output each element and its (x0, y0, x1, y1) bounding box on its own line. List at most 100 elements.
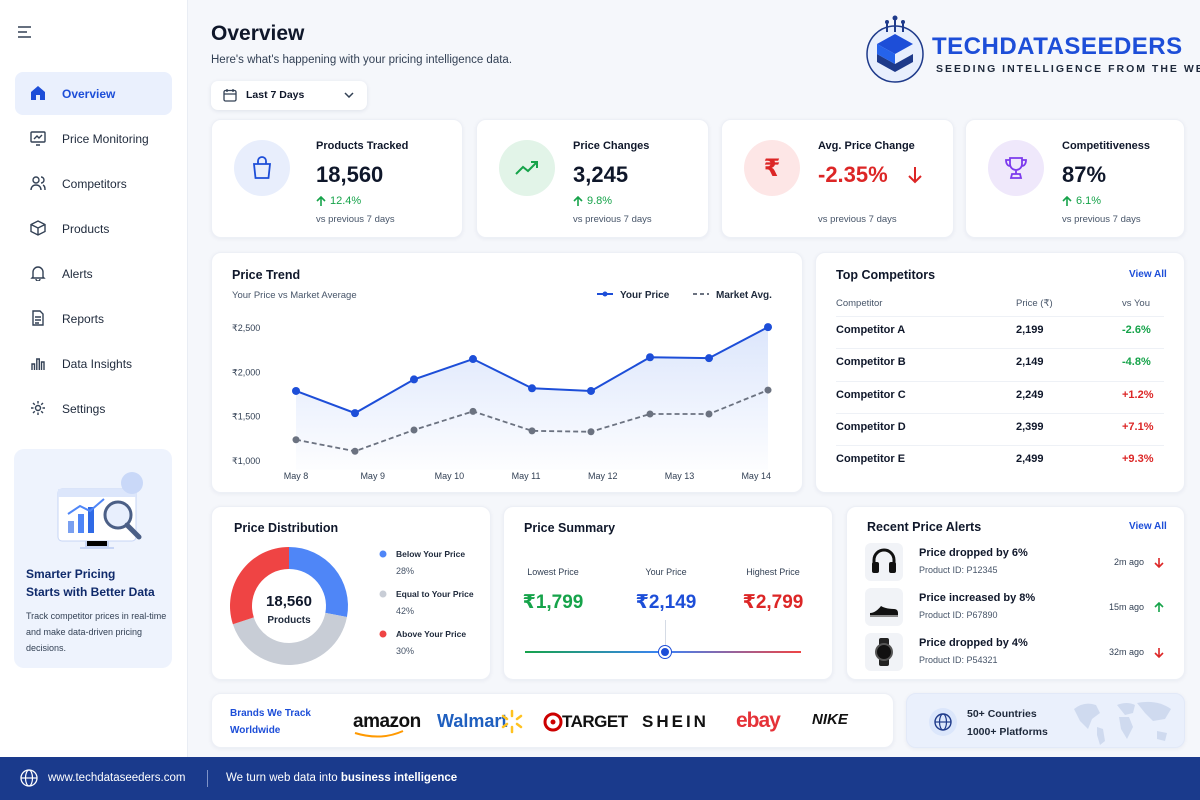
kpi-icon (988, 140, 1044, 196)
area (296, 327, 768, 470)
x-tick-label: May 8 (284, 471, 309, 481)
svg-text:₹: ₹ (764, 155, 781, 182)
kpi-value: 18,560 (316, 162, 384, 187)
donut-slice (289, 547, 348, 618)
point (646, 353, 654, 362)
point (292, 436, 300, 444)
point (410, 426, 418, 434)
y-tick-label: ₹1,000 (232, 456, 260, 466)
card-title: Top Competitors (836, 268, 936, 282)
summary-card: Price Summary Lowest Price ₹1,799 Your Pric… (503, 506, 833, 680)
kpi-note: vs previous 7 days (1062, 214, 1141, 225)
nav-label: Competitors (62, 176, 127, 191)
product-thumbnail (865, 543, 903, 581)
kpi-card: ₹ Avg. Price Change -2.35% vs previous 7 da… (721, 119, 954, 238)
summary-label: Your Price (645, 567, 687, 577)
date-range-dropdown[interactable]: Last 7 Days (211, 81, 367, 110)
brand-logo: SHEIN (642, 712, 709, 731)
footer-url[interactable]: www.techdataseeders.com (48, 772, 186, 784)
competitor-name: Competitor B (836, 356, 906, 369)
kpi-icon: ₹ (744, 140, 800, 196)
row-divider (836, 412, 1164, 414)
y-tick-label: ₹2,000 (232, 367, 260, 377)
point (410, 375, 418, 384)
footer-globe (20, 769, 38, 787)
alert-time: 32m ago (1108, 647, 1144, 657)
logo-name: TECHDATASEEDERS (932, 33, 1183, 60)
legend-label: Market Avg. (716, 290, 772, 301)
x-tick-label: May 10 (435, 471, 465, 481)
nav-label: Price Monitoring (62, 131, 149, 146)
menu-icon[interactable] (18, 26, 32, 38)
sidebar: Overview Price Monitoring Competitors Produ… (0, 0, 188, 757)
view-all-link[interactable]: View All (1129, 521, 1167, 532)
distribution-card: Price Distribution Below Your Price 28% Equ… (211, 506, 491, 680)
nav-item[interactable]: Settings (15, 387, 172, 430)
nav-item[interactable]: Price Monitoring (15, 117, 172, 160)
nav-icon (30, 266, 46, 281)
footer-divider (207, 770, 208, 787)
legend-dot (379, 630, 387, 638)
product-image (875, 638, 893, 666)
nav-icon (31, 401, 45, 415)
promo-title: Starts with Better Data (26, 585, 155, 599)
nav-label: Overview (62, 86, 116, 101)
row-divider (836, 445, 1164, 447)
line (295, 389, 769, 453)
nav-icon (32, 310, 44, 326)
competitor-name: Competitor C (836, 388, 906, 401)
nav-label: Products (62, 221, 110, 236)
nav-item[interactable]: Competitors (15, 162, 172, 205)
nav-icon (30, 176, 46, 191)
product-thumbnail (865, 633, 903, 671)
up-arrow (1062, 196, 1072, 206)
product-image (872, 548, 896, 573)
legend-value: 30% (396, 646, 414, 656)
reach-text: 50+ Countries (967, 708, 1037, 720)
alert-product: Product ID: P67890 (919, 610, 998, 620)
kpi-change: 12.4% (330, 195, 362, 207)
page-subtitle: Here's what's happening with your pricin… (211, 54, 513, 66)
point (528, 427, 536, 435)
column-header: vs You (1122, 298, 1150, 309)
nav-item[interactable]: Reports (15, 297, 172, 340)
donut-slice (230, 547, 289, 625)
nav-item[interactable]: Alerts (15, 252, 172, 295)
alert-title: Price dropped by 6% (919, 547, 1028, 559)
kpi-icon (234, 140, 290, 196)
nav-item[interactable]: Products (15, 207, 172, 250)
kpi-icon-glyph (252, 156, 272, 179)
competitor-price: 2,399 (1016, 420, 1044, 433)
x-tick-label: May 9 (360, 471, 385, 481)
down-arrow (908, 167, 922, 184)
nav-label: Reports (62, 311, 105, 326)
competitor-name: Competitor D (836, 420, 906, 433)
kpi-change: 6.1% (1076, 195, 1102, 207)
competitor-price: 2,199 (1016, 324, 1044, 336)
point (646, 410, 654, 418)
page-title: Overview (211, 22, 305, 45)
brand-logo: Walmart (437, 711, 508, 731)
product-image (870, 606, 898, 617)
legend-label: Equal to Your Price (396, 589, 474, 599)
point (351, 447, 359, 455)
brand-logo: amazon (353, 711, 421, 732)
x-tick-label: May 11 (512, 471, 541, 481)
date-range-label: Last 7 Days (246, 89, 305, 101)
view-all-link[interactable]: View All (1129, 269, 1167, 280)
kpi-icon (499, 140, 555, 196)
range-marker (659, 646, 671, 658)
kpi-label: Price Changes (573, 140, 650, 152)
alert-title: Price dropped by 4% (919, 637, 1028, 649)
nav-item[interactable]: Overview (15, 72, 172, 115)
y-tick-label: ₹2,500 (232, 323, 260, 333)
chevron-icon (344, 92, 354, 98)
nav-item[interactable]: Data Insights (15, 342, 172, 385)
line-chart: ₹1,000 ₹1,500 ₹2,000 ₹2,500 May 8 May 9 May 10… (232, 290, 772, 481)
alert-product: Product ID: P54321 (919, 655, 998, 665)
competitor-name: Competitor E (836, 453, 906, 466)
column-header: Competitor (836, 298, 883, 309)
logo-mark (866, 15, 924, 83)
alerts-card: Recent Price Alerts View All Price dropped… (846, 506, 1185, 680)
point (528, 384, 536, 393)
